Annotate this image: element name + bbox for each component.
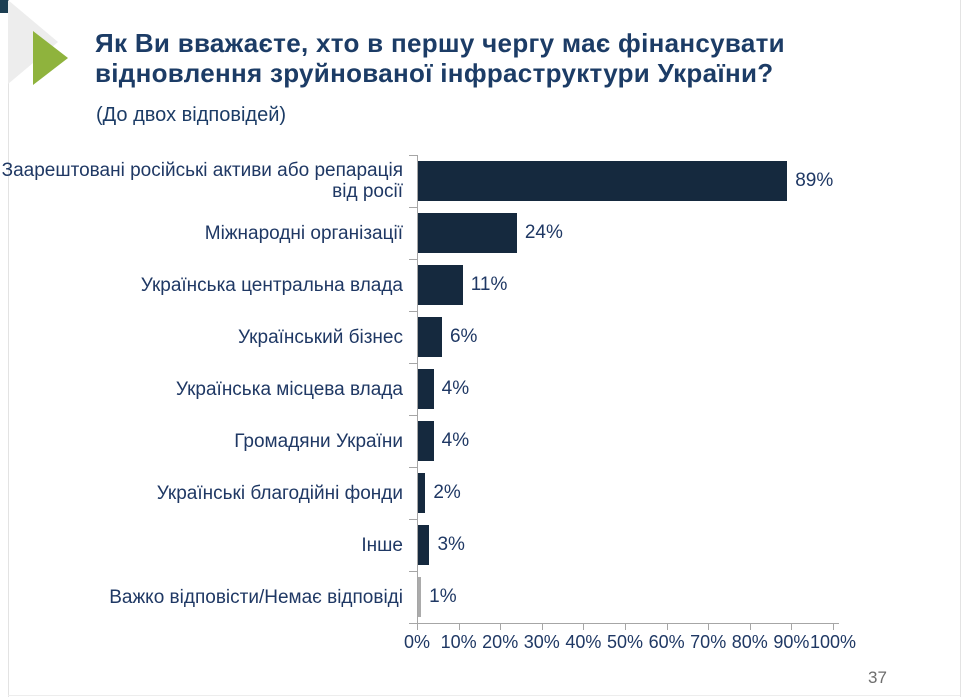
bar bbox=[417, 369, 434, 409]
x-axis-tick-label: 40% bbox=[565, 632, 602, 652]
y-axis-tick bbox=[409, 363, 417, 364]
x-axis-tick-label: 80% bbox=[731, 632, 768, 652]
corner-accent bbox=[0, 0, 9, 13]
value-label: 1% bbox=[429, 586, 457, 607]
y-axis-tick bbox=[409, 311, 417, 312]
y-axis-tick bbox=[409, 259, 417, 260]
y-axis-tick bbox=[409, 623, 417, 624]
bar bbox=[417, 421, 434, 461]
category-label: Українська місцева влада bbox=[175, 378, 403, 400]
bar bbox=[417, 525, 430, 565]
category-label: Громадяни України bbox=[234, 430, 403, 452]
x-axis-line bbox=[417, 623, 839, 624]
x-axis-tick bbox=[666, 623, 668, 630]
y-axis-tick bbox=[409, 155, 417, 156]
category-label: Важко відповісти/Немає відповіді bbox=[109, 586, 403, 608]
y-axis-tick bbox=[409, 571, 417, 572]
chart-row: Громадяни України 4% bbox=[0, 415, 967, 467]
y-axis-tick bbox=[409, 519, 417, 520]
value-label: 6% bbox=[449, 326, 478, 347]
chart-rows: Заарештовані російські активи або репара… bbox=[0, 155, 967, 623]
value-label: 4% bbox=[441, 378, 470, 399]
x-axis-tick-label: 60% bbox=[648, 632, 685, 652]
chart-row: Заарештовані російські активи або репара… bbox=[0, 155, 967, 207]
subtitle: (До двох відповідей) bbox=[96, 104, 287, 126]
bar bbox=[417, 317, 442, 357]
chart-row: Важко відповісти/Немає відповіді 1% bbox=[0, 571, 967, 623]
bar bbox=[417, 161, 788, 201]
value-label: 89% bbox=[795, 170, 834, 191]
value-label: 3% bbox=[437, 534, 465, 555]
x-axis-tick bbox=[625, 623, 626, 630]
bar bbox=[417, 213, 517, 253]
y-axis-tick bbox=[409, 415, 417, 416]
bar bbox=[417, 577, 422, 617]
x-axis-tick-label: 0% bbox=[403, 632, 430, 652]
page-title: Як Ви вважаєте, хто в першу чергу має фі… bbox=[95, 28, 785, 88]
chart-row: Українські благодійні фонди 2% bbox=[0, 467, 967, 519]
x-axis-tick bbox=[708, 623, 710, 630]
category-label: Міжнародні організації bbox=[204, 222, 403, 244]
x-axis-tick-label: 100% bbox=[809, 632, 857, 652]
chart-row: Українська місцева влада 4% bbox=[0, 363, 967, 415]
chart-row: Міжнародні організації 24% bbox=[0, 207, 967, 259]
y-axis-tick bbox=[409, 207, 417, 208]
chart-row: Український бізнес 6% bbox=[0, 311, 967, 363]
x-axis-tick-label: 90% bbox=[773, 632, 810, 652]
value-label: 4% bbox=[441, 430, 470, 451]
x-axis-tick-label: 50% bbox=[606, 632, 644, 652]
bar bbox=[417, 265, 463, 305]
value-label: 2% bbox=[433, 482, 461, 503]
value-label: 24% bbox=[524, 222, 563, 243]
x-axis-tick bbox=[833, 623, 834, 630]
x-axis-tick bbox=[583, 623, 585, 630]
decor-arrows bbox=[0, 0, 68, 85]
x-axis-tick bbox=[417, 623, 418, 630]
bar bbox=[417, 473, 426, 513]
chart-row: Інше 3% bbox=[0, 519, 967, 571]
x-axis-tick-label: 30% bbox=[523, 632, 560, 652]
y-axis-tick bbox=[409, 467, 417, 468]
category-label: Український бізнес bbox=[237, 326, 403, 348]
chart-row: Українська центральна влада 11% bbox=[0, 259, 967, 311]
category-label: Українська центральна влада bbox=[140, 274, 403, 296]
x-axis-tick-label: 10% bbox=[440, 632, 477, 652]
x-axis-tick bbox=[791, 623, 793, 630]
x-axis-tick bbox=[500, 623, 502, 630]
value-label: 11% bbox=[470, 274, 508, 295]
category-label: Інше bbox=[361, 534, 403, 556]
bar-chart: Заарештовані російські активи або репара… bbox=[0, 155, 967, 697]
x-axis-tick-label: 20% bbox=[482, 632, 519, 652]
green-arrow-icon bbox=[33, 31, 68, 85]
x-axis-tick bbox=[749, 623, 751, 630]
slide-bottom-edge bbox=[8, 695, 960, 696]
x-axis-tick-label: 70% bbox=[690, 632, 727, 652]
slide-left-edge bbox=[8, 0, 9, 697]
y-axis-line bbox=[417, 155, 418, 623]
x-axis-tick bbox=[541, 623, 543, 630]
x-axis-tick bbox=[458, 623, 460, 630]
category-label: Українські благодійні фонди bbox=[156, 482, 403, 504]
category-label: Заарештовані російські активи або репара… bbox=[1, 160, 403, 202]
page-number: 37 bbox=[868, 668, 887, 687]
slide-right-edge bbox=[960, 0, 961, 697]
